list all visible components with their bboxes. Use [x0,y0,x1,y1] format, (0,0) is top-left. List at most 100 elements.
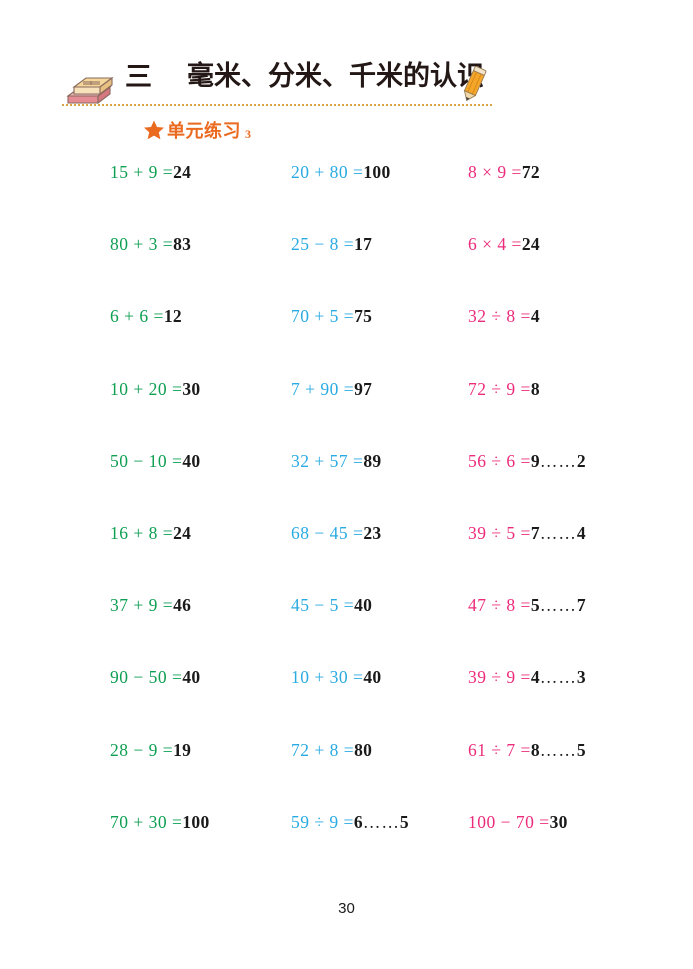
problem-item: 100 − 70 =30 [468,810,568,834]
problem-answer: 40 [363,667,382,688]
problem-item: 10 + 20 =30 [110,377,200,401]
remainder-dots: …… [539,450,577,471]
section-label: 单元练习 3 [143,118,251,142]
problem-answer: 12 [163,306,182,327]
problem-expression: 20 + 80 = [291,162,364,182]
section-index: 3 [245,126,251,141]
problem-row: 90 − 50 =40 10 + 30 =40 39 ÷ 9 =4……3 [0,665,693,737]
problem-expression: 6 × 4 = [468,234,522,255]
problem-expression: 10 + 30 = [291,667,364,688]
problem-answer: 5 [530,595,540,616]
problem-answer: 7 [530,522,540,543]
problem-answer: 97 [354,378,373,399]
problem-expression: 61 ÷ 7 = [468,739,531,760]
chapter-number: 三 [125,62,152,93]
problem-item: 15 + 9 =24 [110,160,191,184]
problem-answer: 40 [182,450,201,471]
problem-answer: 75 [354,306,373,327]
problem-answer: 100 [363,162,391,182]
remainder-dots: …… [539,667,577,688]
problem-answer: 23 [363,522,382,543]
problem-expression: 80 + 3 = [110,234,174,255]
problem-item: 20 + 80 =100 [291,160,391,184]
problem-answer: 40 [182,667,201,688]
problem-answer: 9 [530,450,540,471]
problem-expression: 16 + 8 = [110,522,174,543]
problem-answer: 46 [173,595,192,616]
problem-expression: 6 + 6 = [110,306,164,327]
problem-item: 8 × 9 =72 [468,160,540,184]
page-number: 30 [338,900,355,917]
problem-row: 6 + 6 =12 70 + 5 =75 32 ÷ 8 =4 [0,304,693,376]
problem-item: 47 ÷ 8 =5……7 [468,593,586,617]
problem-answer: 80 [354,739,373,760]
problem-item: 37 + 9 =46 [110,593,191,617]
problem-item: 59 ÷ 9 =6……5 [291,810,409,834]
chapter-header: 三 毫米、分米、千米的认识 [62,58,522,110]
problem-expression: 45 − 5 = [291,595,355,616]
problem-item: 16 + 8 =24 [110,521,191,545]
problem-answer: 30 [182,378,201,399]
problem-item: 70 + 30 =100 [110,810,210,834]
problem-expression: 70 + 30 = [110,811,183,832]
problem-answer: 4 [530,306,540,327]
chapter-title: 毫米、分米、千米的认识 [187,61,484,92]
problem-item: 10 + 30 =40 [291,665,381,689]
problem-expression: 90 − 50 = [110,667,183,688]
problem-item: 90 − 50 =40 [110,665,200,689]
problem-answer: 24 [173,522,192,543]
problem-row: 80 + 3 =83 25 − 8 =17 6 × 4 =24 [0,232,693,304]
problem-row: 70 + 30 =100 59 ÷ 9 =6……5 100 − 70 =30 [0,810,693,882]
problem-expression: 100 − 70 = [468,811,550,832]
problem-item: 6 × 4 =24 [468,232,540,256]
problem-expression: 56 ÷ 6 = [468,450,531,471]
problem-grid: 15 + 9 =24 20 + 80 =100 8 × 9 =72 80 + 3 =8… [0,160,693,882]
problem-remainder: 5 [576,739,586,760]
problem-expression: 8 × 9 = [468,162,522,182]
problem-expression: 59 ÷ 9 = [291,811,354,832]
remainder-dots: …… [539,595,577,616]
remainder-dots: …… [539,739,577,760]
problem-item: 32 + 57 =89 [291,449,381,473]
problem-item: 80 + 3 =83 [110,232,191,256]
problem-expression: 39 ÷ 9 = [468,667,531,688]
problem-expression: 72 + 8 = [291,739,355,760]
problem-answer: 83 [173,234,192,255]
problem-expression: 47 ÷ 8 = [468,595,531,616]
problem-item: 56 ÷ 6 =9……2 [468,449,586,473]
problem-answer: 24 [173,162,192,182]
remainder-dots: …… [539,522,577,543]
problem-remainder: 3 [576,667,586,688]
problem-item: 68 − 45 =23 [291,521,381,545]
problem-expression: 70 + 5 = [291,306,355,327]
problem-answer: 30 [549,811,568,832]
problem-expression: 68 − 45 = [291,522,364,543]
problem-expression: 39 ÷ 5 = [468,522,531,543]
problem-item: 50 − 10 =40 [110,449,200,473]
problem-answer: 100 [182,811,210,832]
problem-expression: 10 + 20 = [110,378,183,399]
problem-expression: 7 + 90 = [291,378,355,399]
problem-expression: 32 ÷ 8 = [468,306,531,327]
problem-answer: 17 [354,234,373,255]
problem-item: 28 − 9 =19 [110,738,191,762]
problem-row: 15 + 9 =24 20 + 80 =100 8 × 9 =72 [0,160,693,232]
problem-expression: 25 − 8 = [291,234,355,255]
problem-answer: 40 [354,595,373,616]
problem-expression: 32 + 57 = [291,450,364,471]
remainder-dots: …… [362,811,400,832]
problem-item: 72 + 8 =80 [291,738,372,762]
pencil-icon [457,64,491,104]
problem-remainder: 7 [576,595,586,616]
problem-item: 7 + 90 =97 [291,377,372,401]
problem-item: 39 ÷ 5 =7……4 [468,521,586,545]
problem-item: 39 ÷ 9 =4……3 [468,665,586,689]
problem-answer: 72 [521,162,540,182]
problem-expression: 50 − 10 = [110,450,183,471]
stack-of-books-icon [66,74,114,108]
problem-answer: 8 [530,378,540,399]
header-divider [62,104,492,106]
problem-answer: 6 [353,811,363,832]
problem-row: 50 − 10 =40 32 + 57 =89 56 ÷ 6 =9……2 [0,449,693,521]
problem-expression: 72 ÷ 9 = [468,378,531,399]
